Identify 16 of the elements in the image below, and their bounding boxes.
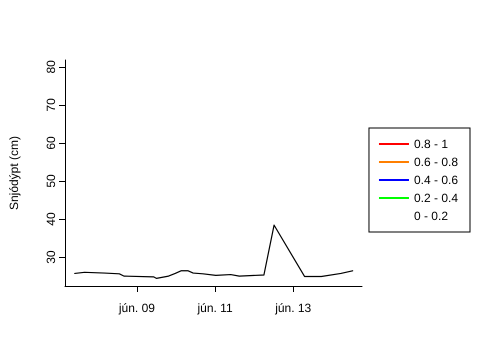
y-tick-label: 40: [44, 212, 58, 226]
legend-label: 0.2 - 0.4: [414, 191, 458, 205]
x-tick-label: jún. 09: [118, 301, 156, 315]
legend-label: 0.8 - 1: [414, 137, 448, 151]
legend-label: 0.6 - 0.8: [414, 155, 458, 169]
y-tick-label: 60: [44, 136, 58, 150]
y-tick-label: 70: [44, 98, 58, 112]
y-axis-title: Snjódýpt (cm): [7, 136, 21, 210]
y-tick-label: 30: [44, 250, 58, 264]
x-tick-label: jún. 13: [274, 301, 312, 315]
line-series: [74, 224, 354, 279]
legend-label: 0.4 - 0.6: [414, 173, 458, 187]
text: 0 - 0.2: [414, 209, 448, 223]
y-tick-label: 50: [44, 174, 58, 188]
x-tick-label: jún. 11: [196, 301, 233, 315]
y-tick-label: 80: [44, 60, 58, 74]
